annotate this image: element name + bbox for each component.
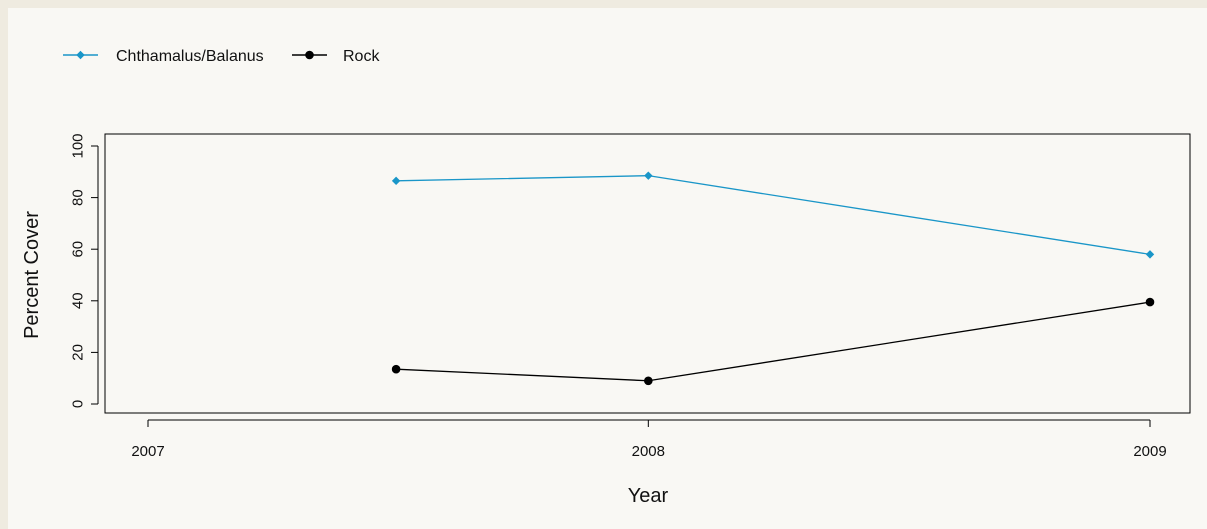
series-0-point-1 xyxy=(644,171,653,180)
x-axis: 2007 2008 2009 xyxy=(131,419,1167,460)
plot-frame xyxy=(104,133,1191,414)
series-1-point-1 xyxy=(644,376,653,386)
y-tick-label-0: 0 xyxy=(70,400,87,408)
x-axis-title: Year xyxy=(628,485,669,507)
legend-marker-series-0 xyxy=(76,50,85,60)
legend-marker-shape-0 xyxy=(76,50,85,60)
y-tick-label-5: 100 xyxy=(70,133,87,158)
y-axis-title: Percent Cover xyxy=(21,211,43,339)
y-tick-label-1: 20 xyxy=(70,344,87,361)
legend: Chthamalus/Balanus Rock xyxy=(63,48,380,65)
legend-marker-series-1 xyxy=(305,50,314,60)
series-line-1 xyxy=(396,301,1151,382)
series-line-0 xyxy=(396,175,1151,256)
y-tick-label-2: 40 xyxy=(70,292,87,309)
series-0-point-2 xyxy=(1145,250,1155,259)
x-tick-label-2: 2009 xyxy=(1133,443,1166,460)
y-tick-label-3: 60 xyxy=(70,241,87,258)
series-layer xyxy=(391,171,1155,386)
legend-label-series-1: Rock xyxy=(343,48,380,65)
y-tick-label-4: 80 xyxy=(70,189,87,206)
line-chart: Chthamalus/Balanus Rock 0 20 40 60 80 100 200… xyxy=(21,48,1191,507)
x-tick-label-0: 2007 xyxy=(131,443,164,460)
y-axis: 0 20 40 60 80 100 xyxy=(70,133,99,408)
series-1-point-2 xyxy=(1145,297,1155,307)
chart-panel: Chthamalus/Balanus Rock 0 20 40 60 80 100 200… xyxy=(8,8,1207,529)
x-tick-label-1: 2008 xyxy=(632,443,665,460)
series-1-point-0 xyxy=(391,364,401,374)
series-0-point-0 xyxy=(391,176,401,186)
legend-marker-shape-1 xyxy=(305,50,314,60)
legend-label-series-0: Chthamalus/Balanus xyxy=(116,48,264,65)
